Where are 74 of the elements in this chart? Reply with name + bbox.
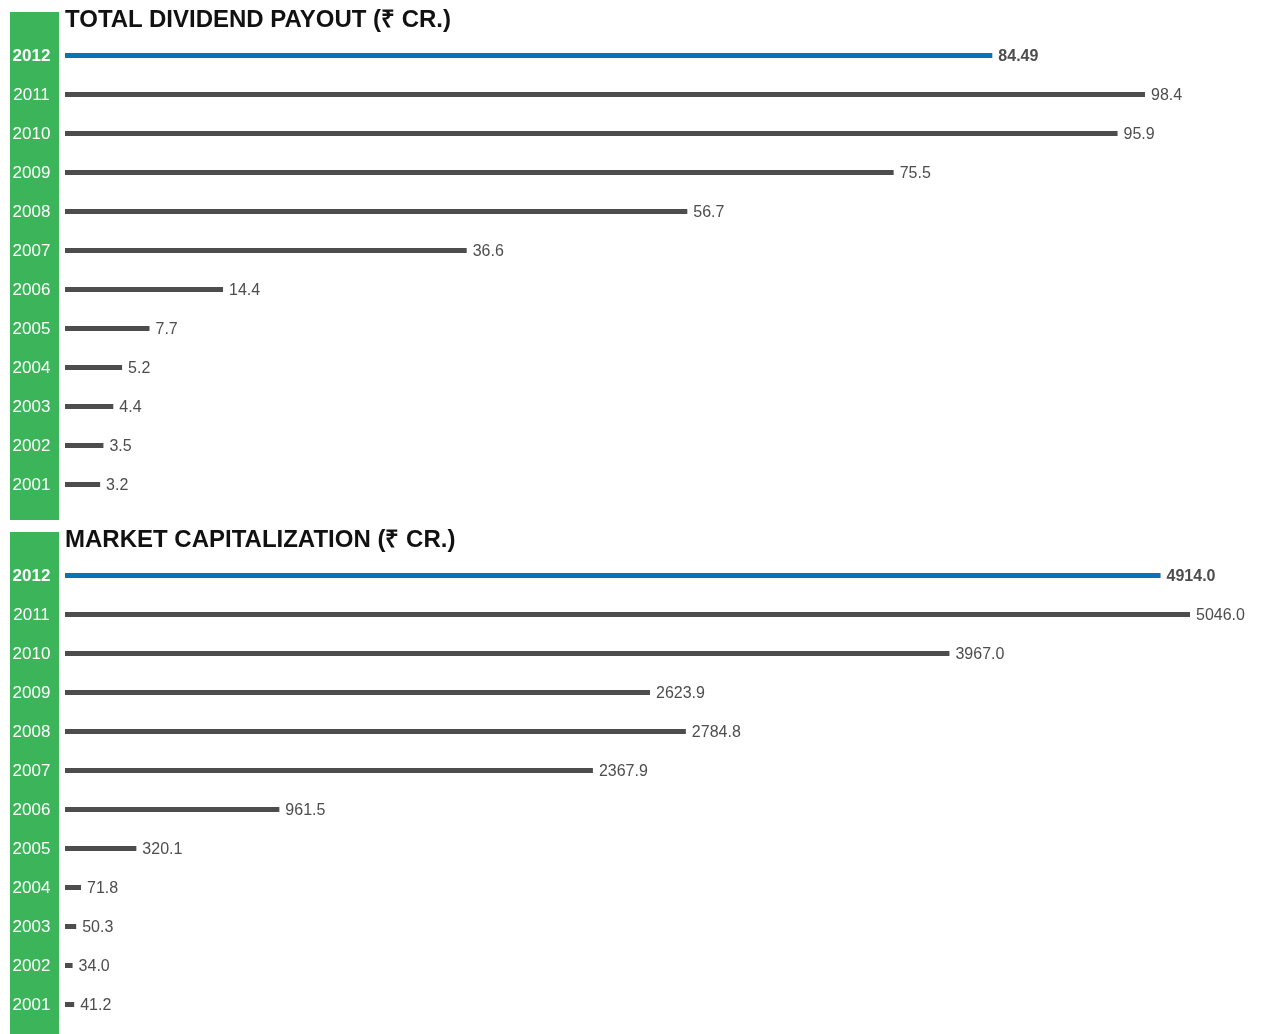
data-label: 2623.9 — [656, 683, 706, 701]
bar — [65, 846, 137, 851]
data-label: 320.1 — [142, 839, 183, 857]
y-tick-label: 2011 — [13, 604, 50, 624]
bar — [65, 326, 150, 331]
bar — [65, 287, 224, 292]
y-tick-label: 2011 — [13, 84, 50, 104]
bar — [65, 768, 593, 773]
bar — [65, 1002, 75, 1007]
data-label: 961.5 — [285, 800, 326, 818]
bar — [65, 729, 686, 734]
bar — [65, 651, 950, 656]
data-label: 3.2 — [106, 475, 129, 493]
y-tick-label: 2006 — [12, 279, 51, 299]
y-tick-label: 2012 — [12, 565, 51, 585]
bar — [65, 612, 1190, 617]
y-tick-label: 2004 — [12, 877, 51, 897]
bar — [65, 404, 114, 409]
data-label: 75.5 — [899, 163, 931, 181]
data-label: 5046.0 — [1196, 605, 1246, 623]
data-label: 71.8 — [87, 878, 119, 896]
data-label: 3.5 — [109, 436, 132, 454]
y-tick-label: 2007 — [12, 760, 51, 780]
y-tick-label: 2010 — [12, 643, 51, 663]
data-label: 2367.9 — [598, 761, 648, 779]
y-tick-label: 2007 — [12, 240, 51, 260]
bar — [65, 53, 993, 58]
bar — [65, 92, 1145, 97]
y-tick-label: 2003 — [12, 916, 51, 936]
data-label: 7.7 — [155, 319, 178, 337]
data-label: 5.2 — [128, 358, 151, 376]
y-tick-label: 2008 — [12, 721, 51, 741]
bar — [65, 690, 650, 695]
bar — [65, 365, 123, 370]
y-tick-label: 2005 — [12, 838, 51, 858]
bar — [65, 885, 82, 890]
y-tick-label: 2012 — [12, 45, 51, 65]
data-label: 2784.8 — [691, 722, 741, 740]
y-tick-label: 2006 — [12, 799, 51, 819]
data-label: 98.4 — [1151, 85, 1183, 103]
chart-title: TOTAL DIVIDEND PAYOUT (₹ CR.) — [65, 5, 452, 32]
bar — [65, 131, 1118, 136]
y-tick-label: 2005 — [12, 318, 51, 338]
bar — [65, 924, 77, 929]
bar — [65, 443, 104, 448]
y-tick-label: 2003 — [12, 396, 51, 416]
bar — [65, 807, 280, 812]
data-label: 56.7 — [693, 202, 725, 220]
data-label: 36.6 — [472, 241, 504, 259]
chart-title: MARKET CAPITALIZATION (₹ CR.) — [65, 525, 456, 552]
data-label: 50.3 — [82, 917, 114, 935]
y-tick-label: 2010 — [12, 123, 51, 143]
bar — [65, 170, 894, 175]
data-label: 14.4 — [229, 280, 261, 298]
bar — [65, 248, 467, 253]
y-tick-label: 2002 — [12, 435, 51, 455]
data-label: 95.9 — [1123, 124, 1155, 142]
y-tick-label: 2009 — [12, 162, 51, 182]
y-tick-label: 2008 — [12, 201, 51, 221]
data-label: 41.2 — [80, 995, 112, 1013]
data-label: 3967.0 — [955, 644, 1005, 662]
y-tick-label: 2009 — [12, 682, 51, 702]
bar — [65, 573, 1161, 578]
y-tick-label: 2004 — [12, 357, 51, 377]
data-label: 84.49 — [998, 46, 1039, 64]
bar — [65, 482, 101, 487]
data-label: 4914.0 — [1166, 566, 1216, 584]
y-tick-label: 2001 — [12, 994, 51, 1014]
y-tick-label: 2001 — [12, 474, 51, 494]
bar — [65, 209, 688, 214]
y-tick-label: 2002 — [12, 955, 51, 975]
data-label: 4.4 — [119, 397, 142, 415]
bar — [65, 963, 73, 968]
data-label: 34.0 — [78, 956, 110, 974]
